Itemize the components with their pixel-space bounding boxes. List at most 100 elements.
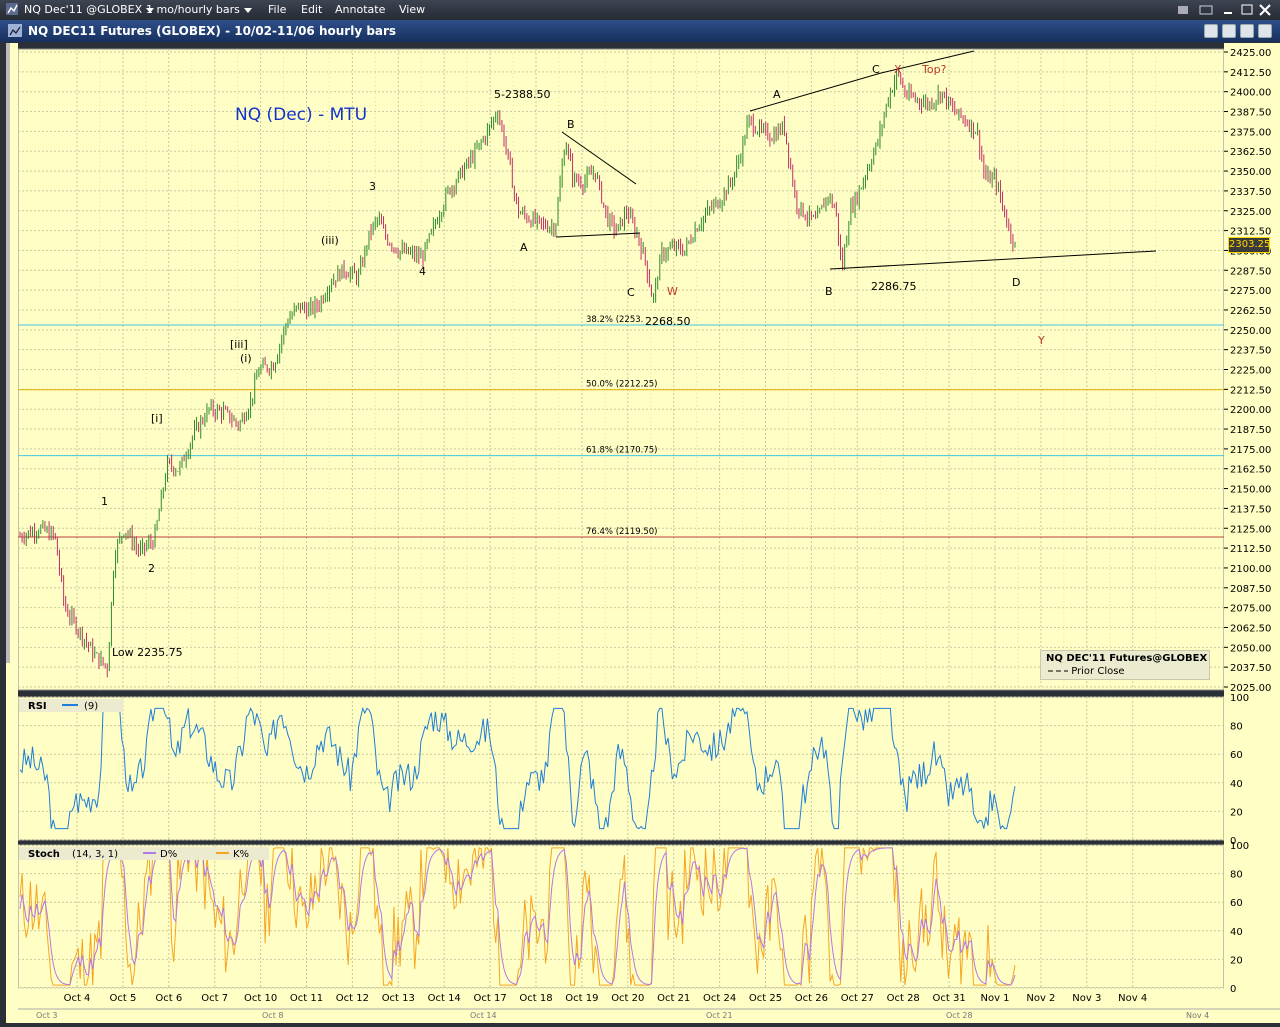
fib-label: 61.8% (2170.75) bbox=[586, 446, 658, 456]
wave-label: B bbox=[825, 285, 833, 298]
x-subtick-label: Oct 3 bbox=[36, 1011, 57, 1020]
chart-svg: 2425.00 2412.50 2400.00 2387.50 2375.00 2362.… bbox=[6, 43, 1280, 1023]
y-tick-label: 2250.00 bbox=[1230, 326, 1271, 337]
y-tick-label: 2225.00 bbox=[1230, 366, 1271, 377]
toolbar-icons[interactable] bbox=[1176, 3, 1276, 20]
y-tick-label: 2262.50 bbox=[1230, 306, 1271, 317]
x-subtick-label: Oct 8 bbox=[262, 1011, 283, 1020]
chevron-down-icon bbox=[146, 7, 155, 13]
x-tick-label: Oct 28 bbox=[887, 993, 920, 1004]
menu-view[interactable]: View bbox=[399, 3, 426, 16]
wave-label: A bbox=[773, 88, 781, 101]
y-tick-label: 2237.50 bbox=[1230, 346, 1271, 357]
y-tick-label: 2200.00 bbox=[1230, 405, 1271, 416]
x-tick-label: Oct 5 bbox=[109, 993, 136, 1004]
wave-label: 4 bbox=[419, 265, 426, 278]
maximize-button[interactable] bbox=[1222, 24, 1236, 38]
trend-line bbox=[561, 131, 637, 185]
y-tick-label: 2275.00 bbox=[1230, 286, 1271, 297]
x-subtick-label: Oct 21 bbox=[706, 1011, 733, 1020]
stoch-tick-label: 40 bbox=[1230, 927, 1243, 938]
app-logo-icon bbox=[6, 3, 18, 18]
wave-label: [iii] bbox=[230, 338, 248, 351]
x-tick-label: Nov 3 bbox=[1072, 993, 1101, 1004]
y-tick-label: 2025.00 bbox=[1230, 683, 1271, 694]
chart-window-titlebar: NQ DEC11 Futures (GLOBEX) - 10/02-11/06 … bbox=[0, 20, 1280, 42]
x-subtick-label: Nov 4 bbox=[1186, 1011, 1209, 1020]
rsi-tick-label: 0 bbox=[1230, 836, 1236, 847]
stoch-legend-name: Stoch bbox=[28, 849, 60, 860]
rsi-legend-name: RSI bbox=[28, 701, 47, 712]
stoch-tick-label: 0 bbox=[1230, 984, 1236, 995]
wave-label: W bbox=[667, 285, 678, 298]
x-tick-label: Oct 7 bbox=[201, 993, 228, 1004]
x-tick-label: Oct 26 bbox=[795, 993, 828, 1004]
y-tick-label: 2325.00 bbox=[1230, 207, 1271, 218]
stoch-legend-params: (14, 3, 1) bbox=[72, 849, 118, 860]
rsi-panel-bg bbox=[17, 696, 1225, 841]
x-tick-label: Oct 25 bbox=[749, 993, 782, 1004]
close-button[interactable] bbox=[1258, 24, 1272, 38]
menu-edit[interactable]: Edit bbox=[301, 3, 323, 16]
restore-button[interactable] bbox=[1240, 24, 1254, 38]
menu-file[interactable]: File bbox=[268, 3, 287, 16]
x-tick-label: Oct 24 bbox=[703, 993, 736, 1004]
y-tick-label: 2212.50 bbox=[1230, 385, 1271, 396]
legend-title: NQ DEC'11 Futures@GLOBEX bbox=[1046, 653, 1208, 664]
y-tick-label: 2150.00 bbox=[1230, 485, 1271, 496]
wave-label: 2268.50 bbox=[645, 315, 691, 328]
trend-line bbox=[880, 50, 975, 74]
symbol-dropdown[interactable]: NQ Dec'11 @GLOBEX bbox=[24, 3, 155, 16]
legend-prior-close: Prior Close bbox=[1048, 666, 1125, 677]
wave-label: Low 2235.75 bbox=[112, 646, 183, 659]
x-tick-label: Nov 2 bbox=[1026, 993, 1055, 1004]
x-subtick-label: Oct 28 bbox=[946, 1011, 973, 1020]
y-tick-label: 2037.50 bbox=[1230, 663, 1271, 674]
stoch-d-label: D% bbox=[160, 849, 177, 860]
legend-prior-close-label: Prior Close bbox=[1071, 666, 1125, 677]
wave-label: (i) bbox=[240, 352, 252, 365]
fib-label: 76.4% (2119.50) bbox=[586, 527, 658, 537]
x-tick-label: Oct 6 bbox=[155, 993, 182, 1004]
x-tick-label: Oct 13 bbox=[382, 993, 415, 1004]
x-tick-label: Oct 31 bbox=[932, 993, 965, 1004]
y-tick-label: 2287.50 bbox=[1230, 266, 1271, 277]
x-tick-label: Oct 10 bbox=[244, 993, 277, 1004]
rsi-legend-period: (9) bbox=[84, 701, 98, 712]
stoch-tick-label: 100 bbox=[1230, 841, 1249, 852]
window-title: NQ DEC11 Futures (GLOBEX) - 10/02-11/06 … bbox=[28, 24, 397, 38]
price-legend: NQ DEC'11 Futures@GLOBEX Prior Close bbox=[1040, 650, 1210, 680]
y-tick-label: 2087.50 bbox=[1230, 584, 1271, 595]
wave-label: 5-2388.50 bbox=[494, 88, 550, 101]
y-tick-label: 2387.50 bbox=[1230, 108, 1271, 119]
wave-label: C bbox=[872, 63, 880, 76]
trend-line bbox=[749, 72, 882, 112]
wave-label: B bbox=[567, 118, 575, 131]
y-tick-label: 2375.00 bbox=[1230, 127, 1271, 138]
minimize-button[interactable] bbox=[1204, 24, 1218, 38]
y-tick-label: 2100.00 bbox=[1230, 564, 1271, 575]
y-tick-label: 2412.50 bbox=[1230, 68, 1271, 79]
x-tick-label: Oct 27 bbox=[841, 993, 874, 1004]
interval-dropdown[interactable]: 1 mo/hourly bars bbox=[146, 3, 252, 16]
x-tick-label: Oct 4 bbox=[64, 993, 91, 1004]
stoch-tick-label: 80 bbox=[1230, 870, 1243, 881]
y-tick-label: 2337.50 bbox=[1230, 187, 1271, 198]
y-tick-label: 2187.50 bbox=[1230, 425, 1271, 436]
rsi-line bbox=[19, 706, 1016, 830]
symbol-label: NQ Dec'11 @GLOBEX bbox=[24, 3, 143, 16]
trend-line bbox=[555, 232, 641, 238]
wave-label: A bbox=[520, 241, 528, 254]
y-tick-label: 2062.50 bbox=[1230, 623, 1271, 634]
x-tick-label: Oct 12 bbox=[336, 993, 369, 1004]
x-tick-label: Nov 4 bbox=[1118, 993, 1147, 1004]
stoch-panel-bg bbox=[17, 844, 1225, 989]
wave-label: [i] bbox=[151, 412, 163, 425]
stoch-tick-label: 60 bbox=[1230, 898, 1243, 909]
y-tick-label: 2350.00 bbox=[1230, 167, 1271, 178]
wave-label: 2286.75 bbox=[871, 280, 917, 293]
y-tick-label: 2425.00 bbox=[1230, 48, 1271, 59]
y-axis-bg bbox=[1224, 43, 1280, 1023]
x-tick-label: Oct 14 bbox=[428, 993, 461, 1004]
menu-annotate[interactable]: Annotate bbox=[335, 3, 386, 16]
